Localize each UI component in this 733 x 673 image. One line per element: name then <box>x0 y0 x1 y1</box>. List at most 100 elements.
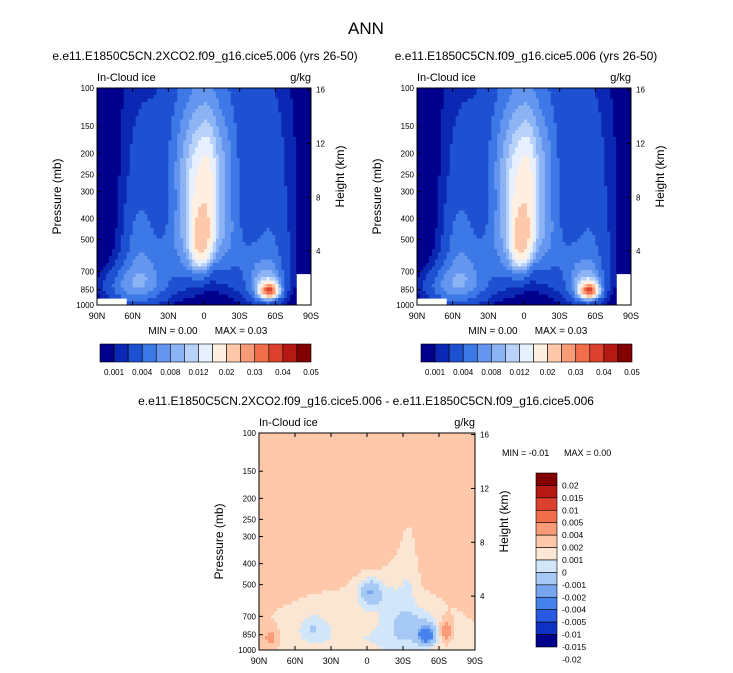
y2-axis-label: Height (km) <box>333 145 347 207</box>
min-label: MIN = 0.00 <box>468 326 518 337</box>
colorbar: 0.02 0.015 0.01 0.005 0.004 0.002 0.001 0 -0.001… <box>535 472 586 664</box>
colorbar-label: -0.015 <box>562 642 586 652</box>
x-tick-label: 0 <box>521 311 526 321</box>
colorbar-swatch <box>547 343 562 363</box>
field-label: In-Cloud ice <box>97 72 156 84</box>
field-label: In-Cloud ice <box>417 72 476 84</box>
colorbar-swatch <box>296 343 312 363</box>
x-tick-label: 30S <box>552 311 568 321</box>
panel-control-2xco2: e.e11.E1850C5CN.2XCO2.f09_g16.cice5.006 … <box>50 49 358 377</box>
colorbar-label: -0.005 <box>562 617 586 627</box>
y2-tick-label: 8 <box>316 193 321 202</box>
colorbar-swatch <box>535 634 558 648</box>
colorbar-swatch <box>127 343 143 363</box>
x-tick-label: 90N <box>89 311 106 321</box>
colorbar-label: -0.002 <box>562 592 586 602</box>
colorbar-swatch <box>535 534 558 548</box>
min-label: MIN = 0.00 <box>148 326 198 337</box>
colorbar-label: 0.05 <box>624 368 640 377</box>
y-tick-label: 250 <box>401 170 415 179</box>
panel-title: e.e11.E1850C5CN.f09_g16.cice5.006 (yrs 2… <box>395 49 658 63</box>
colorbar-label: 0.01 <box>562 505 579 515</box>
x-tick-label: 90S <box>623 311 639 321</box>
colorbar-label: -0.004 <box>562 605 586 615</box>
colorbar-label: 0.012 <box>509 368 530 377</box>
y2-axis-label: Height (km) <box>497 490 511 552</box>
y2-tick-label: 16 <box>316 86 325 95</box>
units-label: g/kg <box>290 72 311 84</box>
x-tick-label: 0 <box>364 656 369 666</box>
y-tick-label: 400 <box>401 215 415 224</box>
colorbar-swatch <box>535 572 558 586</box>
y-tick-label: 1000 <box>396 301 414 310</box>
y-tick-label: 500 <box>81 236 95 245</box>
x-tick-label: 30N <box>160 311 177 321</box>
panel-control-base: e.e11.E1850C5CN.f09_g16.cice5.006 (yrs 2… <box>370 49 667 377</box>
y2-tick-label: 16 <box>636 86 645 95</box>
min-label: MIN = -0.01 <box>502 448 549 458</box>
colorbar-label: -0.001 <box>562 580 586 590</box>
units-label: g/kg <box>454 417 475 429</box>
y-tick-label: 700 <box>401 267 415 276</box>
y-tick-label: 500 <box>401 236 415 245</box>
colorbar-label: 0.012 <box>188 368 209 377</box>
colorbar-swatch <box>155 343 171 363</box>
colorbar-swatch <box>462 343 478 363</box>
field-label: In-Cloud ice <box>259 417 318 429</box>
y-tick-label: 500 <box>243 581 257 590</box>
y-axis-label: Pressure (mb) <box>50 158 64 234</box>
x-tick-label: 30N <box>323 656 340 666</box>
max-label: MAX = 0.00 <box>564 448 611 458</box>
colorbar-swatch <box>282 343 298 363</box>
y-tick-label: 250 <box>243 515 257 524</box>
figure-title: ANN <box>348 19 384 38</box>
y2-tick-label: 12 <box>636 139 645 148</box>
y-tick-label: 850 <box>81 286 95 295</box>
y-tick-label: 1000 <box>76 301 94 310</box>
colorbar-swatch <box>113 343 129 363</box>
y-tick-label: 150 <box>81 122 95 131</box>
x-tick-label: 60N <box>287 656 304 666</box>
colorbar-label: 0.03 <box>247 368 263 377</box>
y-tick-label: 850 <box>401 286 415 295</box>
y2-tick-label: 16 <box>480 431 489 440</box>
colorbar-swatch <box>448 343 464 363</box>
y2-tick-label: 4 <box>480 592 485 601</box>
y-tick-label: 300 <box>401 188 415 197</box>
x-tick-label: 30S <box>232 311 248 321</box>
y-tick-label: 400 <box>243 560 257 569</box>
colorbar-swatch <box>535 584 558 598</box>
colorbar-swatch <box>535 522 558 536</box>
colorbar-swatch <box>533 343 548 363</box>
max-label: MAX = 0.03 <box>535 326 588 337</box>
colorbar-swatch <box>535 485 558 499</box>
colorbar-label: 0.04 <box>275 368 291 377</box>
contour-field <box>97 88 311 305</box>
colorbar-label: 0.04 <box>596 368 612 377</box>
colorbar-label: -0.01 <box>562 630 582 640</box>
colorbar-swatch <box>434 343 450 363</box>
colorbar-label: 0.002 <box>562 543 584 553</box>
colorbar-swatch <box>198 343 213 363</box>
y-tick-label: 700 <box>243 612 257 621</box>
colorbar-swatch <box>535 509 558 524</box>
contour-field <box>417 88 631 305</box>
colorbar-swatch <box>617 343 633 363</box>
colorbar-swatch <box>535 547 558 561</box>
colorbar: 0.001 0.004 0.008 0.012 0.02 0.03 0.04 0.05 <box>99 343 319 377</box>
colorbar-label: 0.005 <box>562 518 584 528</box>
colorbar-label: 0.02 <box>219 368 235 377</box>
y2-tick-label: 12 <box>316 139 325 148</box>
colorbar-swatch <box>575 343 591 363</box>
colorbar-swatch <box>535 472 558 486</box>
max-label: MAX = 0.03 <box>215 326 268 337</box>
colorbar-swatch <box>491 343 506 363</box>
y-tick-label: 400 <box>81 215 95 224</box>
colorbar-swatch <box>535 596 558 611</box>
y-tick-label: 100 <box>243 429 257 438</box>
y-tick-label: 1000 <box>238 646 256 655</box>
colorbar-label: 0.015 <box>562 493 584 503</box>
x-tick-label: 60N <box>124 311 141 321</box>
colorbar-swatch <box>535 497 558 511</box>
colorbar-label: 0.02 <box>540 368 556 377</box>
